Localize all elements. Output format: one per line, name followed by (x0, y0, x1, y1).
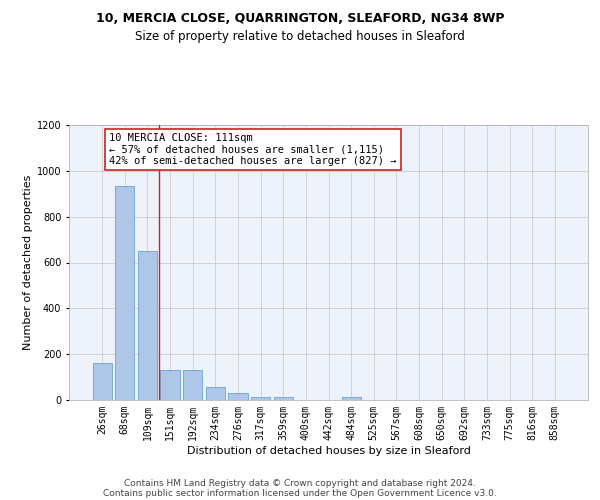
Bar (251, 396, 270, 400)
Bar (341, 396, 361, 400)
X-axis label: Distribution of detached houses by size in Sleaford: Distribution of detached houses by size … (187, 446, 470, 456)
Text: 10, MERCIA CLOSE, QUARRINGTON, SLEAFORD, NG34 8WP: 10, MERCIA CLOSE, QUARRINGTON, SLEAFORD,… (96, 12, 504, 26)
Text: Contains HM Land Registry data © Crown copyright and database right 2024.: Contains HM Land Registry data © Crown c… (124, 478, 476, 488)
Bar (274, 397, 293, 400)
Text: 10 MERCIA CLOSE: 111sqm
← 57% of detached houses are smaller (1,115)
42% of semi: 10 MERCIA CLOSE: 111sqm ← 57% of detache… (109, 133, 397, 166)
Bar (160, 370, 180, 400)
Bar (92, 364, 112, 400)
Text: Contains public sector information licensed under the Open Government Licence v3: Contains public sector information licen… (103, 488, 497, 498)
Bar (138, 251, 157, 400)
Bar (115, 186, 134, 400)
Bar (206, 386, 225, 400)
Y-axis label: Number of detached properties: Number of detached properties (23, 175, 32, 350)
Bar (183, 370, 202, 400)
Text: Size of property relative to detached houses in Sleaford: Size of property relative to detached ho… (135, 30, 465, 43)
Bar (229, 393, 248, 400)
